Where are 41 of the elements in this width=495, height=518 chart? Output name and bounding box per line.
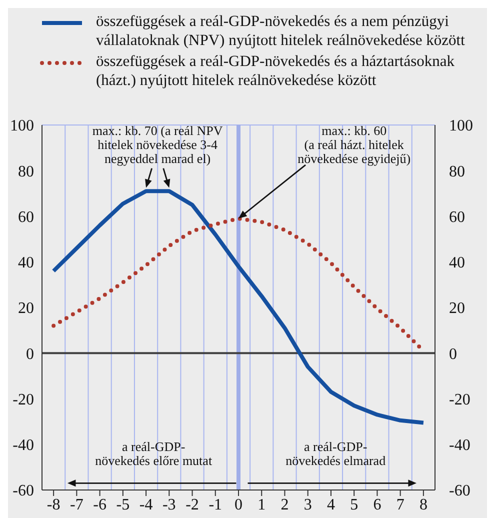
annotation: a reál-GDP- növekedés elmarad: [284, 438, 387, 468]
legend-label: összefüggések a reál-GDP-növekedés és a háztartásoknak (házt.) nyújtott hitelek reálnövekedése között: [96, 52, 456, 90]
y2-tick-label: 60: [449, 208, 465, 226]
line-series: [52, 189, 426, 425]
x-tick-label: -5: [116, 496, 130, 514]
y-tick-label: -20: [12, 391, 34, 408]
y-tick-label: -60: [12, 482, 34, 500]
y2-tick-label: -40: [449, 437, 470, 454]
annotation: max.: kb. 70 (a reál NPV hitelek növekedése 3-4 negyeddel marad el): [91, 123, 224, 166]
y-tick-label: 40: [18, 254, 34, 272]
y-tick-label: 80: [18, 163, 34, 180]
x-tick-label: -8: [46, 496, 60, 514]
x-tick-label: -1: [208, 496, 222, 514]
y-tick-label: 60: [18, 208, 34, 226]
y2-tick-label: 40: [449, 254, 465, 272]
x-tick-label: -6: [93, 496, 106, 514]
x-tick-label: -7: [70, 496, 84, 514]
x-tick-label: 7: [396, 496, 404, 514]
x-tick-label: -4: [139, 496, 153, 514]
x-tick-label: 5: [350, 496, 358, 514]
y2-tick-label: 20: [449, 300, 465, 318]
y2-tick-label: -20: [449, 391, 470, 408]
y-tick-label: 20: [18, 300, 34, 318]
annotation: max.: kb. 60 (a reál házt. hitelek növekedése egyidejű): [298, 123, 411, 166]
x-tick-label: 3: [304, 496, 312, 514]
y2-tick-label: 80: [449, 163, 465, 180]
x-tick-label: 2: [280, 496, 289, 514]
x-tick-label: 0: [234, 496, 242, 514]
y2-tick-label: 0: [449, 346, 457, 363]
x-tick-label: -3: [162, 496, 176, 514]
x-tick-label: -2: [186, 496, 199, 514]
y2-tick-label: 100: [449, 118, 473, 135]
y-tick-label: 100: [10, 118, 34, 135]
x-tick-label: 1: [258, 496, 266, 514]
y-tick-label: 0: [26, 346, 34, 363]
x-tick-label: 4: [326, 496, 335, 514]
y2-tick-label: -60: [449, 482, 470, 500]
x-tick-label: 6: [373, 496, 382, 514]
y-tick-label: -40: [12, 437, 34, 454]
annotation: a reál-GDP- növekedés előre mutat: [94, 438, 214, 468]
x-tick-label: 8: [419, 496, 428, 514]
